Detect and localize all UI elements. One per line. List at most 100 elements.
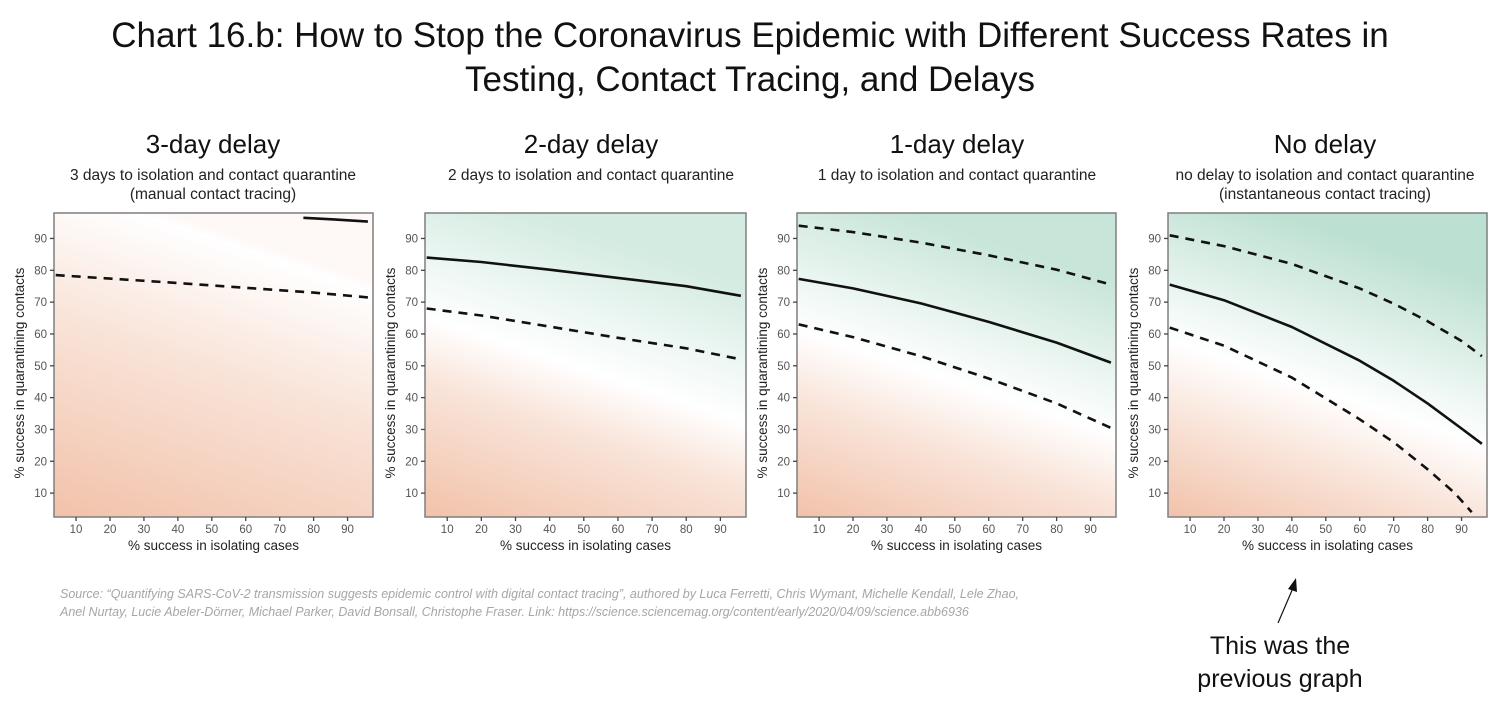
y-tick-label: 40 xyxy=(405,393,418,405)
y-axis-label: % success in quarantining contacts xyxy=(383,267,398,478)
y-tick-label: 60 xyxy=(34,329,47,341)
solid-threshold-line xyxy=(426,256,742,298)
x-tick-label: 30 xyxy=(138,524,151,536)
x-tick-label: 80 xyxy=(307,524,320,536)
y-tick-label: 40 xyxy=(34,393,47,405)
x-tick-label: 20 xyxy=(475,524,488,536)
panel-title: 1-day delay xyxy=(889,129,1025,159)
plot-frame xyxy=(53,212,374,518)
x-tick-label: 80 xyxy=(1421,524,1434,536)
x-tick-label: 30 xyxy=(881,524,894,536)
y-tick-label: 10 xyxy=(777,488,790,500)
x-tick-label: 90 xyxy=(714,524,727,536)
y-tick-label: 90 xyxy=(405,233,418,245)
y-tick-label: 10 xyxy=(405,488,418,500)
y-tick-label: 30 xyxy=(405,424,418,436)
y-tick-label: 50 xyxy=(405,361,418,373)
x-tick-label: 20 xyxy=(847,524,860,536)
x-tick-label: 90 xyxy=(341,524,354,536)
y-tick-label: 10 xyxy=(34,488,47,500)
x-tick-label: 50 xyxy=(948,524,961,536)
y-tick-label: 50 xyxy=(1148,361,1161,373)
x-tick-label: 60 xyxy=(982,524,995,536)
y-tick-label: 40 xyxy=(777,393,790,405)
y-tick-label: 80 xyxy=(777,265,790,277)
panel-title: 2-day delay xyxy=(523,129,659,159)
plot-frame xyxy=(424,212,747,518)
x-axis-label: % success in isolating cases xyxy=(1242,538,1413,553)
dashed-boundary-line xyxy=(798,323,1112,430)
y-tick-label: 50 xyxy=(34,361,47,373)
x-tick-label: 70 xyxy=(646,524,659,536)
y-axis-label: % success in quarantining contacts xyxy=(12,267,27,478)
plot-frame xyxy=(1167,212,1488,518)
panel-subtitle: 1 day to isolation and contact quarantin… xyxy=(817,167,1097,184)
panel-header-2-day: 2-day delay 2 days to isolation and cont… xyxy=(406,128,776,185)
panel-subtitle: no delay to isolation and contact quaran… xyxy=(1175,167,1475,203)
dashed-boundary-line xyxy=(1169,326,1473,514)
panel-title: No delay xyxy=(1273,129,1377,159)
annotation: This was the previous graph xyxy=(1180,630,1380,696)
x-axis-label: % success in isolating cases xyxy=(500,538,671,553)
y-tick-label: 90 xyxy=(777,233,790,245)
y-tick-label: 70 xyxy=(1148,297,1161,309)
y-tick-label: 40 xyxy=(1148,393,1161,405)
x-tick-label: 90 xyxy=(1084,524,1097,536)
source-line-1: Source: “Quantifying SARS-CoV-2 transmis… xyxy=(60,587,1019,601)
y-tick-label: 10 xyxy=(1148,488,1161,500)
y-tick-label: 50 xyxy=(777,361,790,373)
y-tick-label: 80 xyxy=(405,265,418,277)
plot-background xyxy=(425,213,746,517)
solid-threshold-line xyxy=(303,216,368,223)
x-tick-label: 70 xyxy=(1016,524,1029,536)
x-tick-label: 20 xyxy=(104,524,117,536)
arrow-shaft xyxy=(1277,587,1294,624)
x-tick-label: 30 xyxy=(509,524,522,536)
x-tick-label: 10 xyxy=(1184,524,1197,536)
y-tick-label: 30 xyxy=(777,424,790,436)
x-tick-label: 90 xyxy=(1455,524,1468,536)
y-tick-label: 70 xyxy=(777,297,790,309)
x-tick-label: 10 xyxy=(70,524,83,536)
x-tick-label: 60 xyxy=(612,524,625,536)
y-tick-label: 60 xyxy=(777,329,790,341)
y-tick-label: 20 xyxy=(34,456,47,468)
y-tick-label: 80 xyxy=(1148,265,1161,277)
plot-background xyxy=(54,213,373,517)
y-tick-label: 70 xyxy=(405,297,418,309)
y-tick-label: 20 xyxy=(405,456,418,468)
x-tick-label: 40 xyxy=(1285,524,1298,536)
x-tick-label: 50 xyxy=(1319,524,1332,536)
y-tick-label: 30 xyxy=(1148,424,1161,436)
x-tick-label: 20 xyxy=(1218,524,1231,536)
y-tick-label: 90 xyxy=(1148,233,1161,245)
y-tick-label: 90 xyxy=(34,233,47,245)
y-tick-label: 20 xyxy=(777,456,790,468)
x-axis-label: % success in isolating cases xyxy=(871,538,1042,553)
x-tick-label: 10 xyxy=(441,524,454,536)
x-axis-label: % success in isolating cases xyxy=(128,538,299,553)
plot-background xyxy=(1168,213,1487,517)
main-title-line-1: Chart 16.b: How to Stop the Coronavirus … xyxy=(111,16,1389,55)
main-title-line-2: Testing, Contact Tracing, and Delays xyxy=(464,60,1035,99)
x-tick-label: 60 xyxy=(1353,524,1366,536)
annotation-line-1: This was the xyxy=(1209,632,1351,660)
panel-3: 10 20 30 40 50 60 70 80 90 10 20 30 40 50 60 70 80 90 % su… xyxy=(755,212,1117,553)
source-line-2: Anel Nurtay, Lucie Abeler-Dörner, Michae… xyxy=(60,605,969,619)
y-axis-label: % success in quarantining contacts xyxy=(1126,267,1141,478)
y-tick-label: 60 xyxy=(1148,329,1161,341)
x-tick-label: 10 xyxy=(813,524,826,536)
y-axis-label: % success in quarantining contacts xyxy=(755,267,770,478)
annotation-line-2: previous graph xyxy=(1197,665,1363,693)
y-tick-label: 70 xyxy=(34,297,47,309)
x-tick-label: 50 xyxy=(577,524,590,536)
x-tick-label: 80 xyxy=(1050,524,1063,536)
x-tick-label: 50 xyxy=(205,524,218,536)
x-tick-label: 70 xyxy=(1387,524,1400,536)
source-citation: Source: “Quantifying SARS-CoV-2 transmis… xyxy=(60,585,1160,621)
x-tick-label: 80 xyxy=(680,524,693,536)
panel-header-3-day: 3-day delay 3 days to isolation and cont… xyxy=(28,128,398,204)
panel-subtitle: 2 days to isolation and contact quaranti… xyxy=(447,167,735,184)
y-tick-label: 60 xyxy=(405,329,418,341)
